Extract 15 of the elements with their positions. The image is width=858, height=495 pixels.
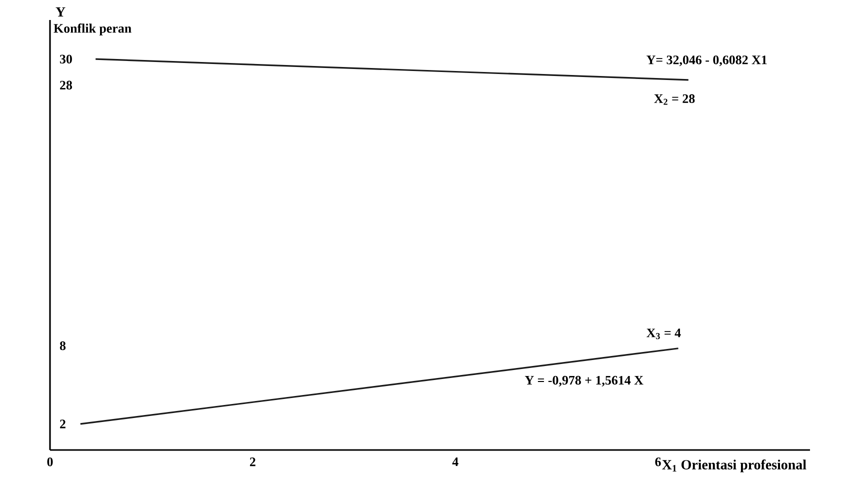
annotation: Y= 32,046 - 0,6082 X1: [646, 56, 767, 66]
x-axis-title: X$_{1}$ Orientasi profesional: [662, 459, 806, 472]
annotation: Y = -0,978 + 1,5614 X: [524, 376, 644, 386]
y-tick-label: 28: [60, 80, 72, 90]
y-tick-label: 2: [60, 420, 66, 428]
y-tick-label: 8: [60, 341, 66, 350]
annotation: Konflik peran: [54, 24, 132, 36]
x-tick-label: 4: [452, 458, 458, 466]
y-tick-label: 30: [60, 54, 72, 64]
x-tick-label: 6: [655, 458, 661, 466]
annotation: X$_{3}$ = 4: [646, 328, 681, 340]
x-tick-label: 0: [47, 458, 53, 466]
annotation: X$_{2}$ = 28: [654, 94, 695, 105]
x-tick-label: 2: [250, 458, 256, 466]
y-axis-title: Y: [56, 7, 66, 16]
